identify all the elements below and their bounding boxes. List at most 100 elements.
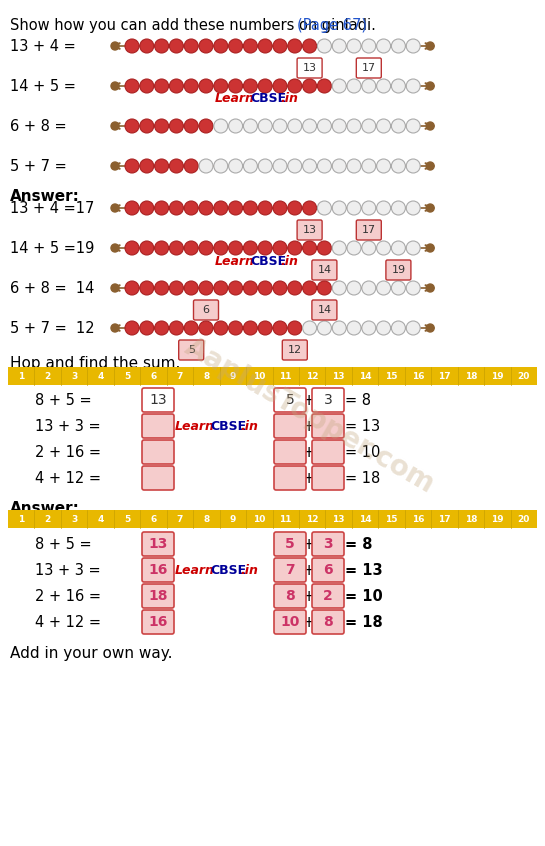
Circle shape	[288, 201, 302, 215]
Circle shape	[258, 159, 272, 173]
FancyBboxPatch shape	[297, 58, 322, 78]
Text: 6: 6	[150, 371, 156, 381]
Circle shape	[317, 79, 331, 93]
Circle shape	[426, 204, 434, 212]
Text: 13: 13	[332, 514, 345, 524]
Circle shape	[155, 159, 168, 173]
FancyBboxPatch shape	[356, 220, 381, 240]
Circle shape	[111, 162, 119, 170]
Text: 8: 8	[285, 589, 295, 603]
Text: 11: 11	[280, 371, 292, 381]
Circle shape	[140, 321, 154, 335]
Circle shape	[199, 241, 213, 255]
Text: 6: 6	[203, 305, 209, 315]
Text: 3: 3	[71, 371, 77, 381]
Circle shape	[332, 119, 346, 133]
Circle shape	[377, 201, 391, 215]
Text: +: +	[303, 444, 315, 459]
Text: = 18: = 18	[345, 470, 380, 486]
Circle shape	[155, 79, 168, 93]
Circle shape	[228, 321, 243, 335]
Circle shape	[111, 284, 119, 292]
Text: 7: 7	[285, 563, 295, 577]
Text: CBSE: CBSE	[250, 255, 286, 267]
Text: 13: 13	[302, 225, 317, 235]
Circle shape	[111, 204, 119, 212]
Text: 6 + 8 =  14: 6 + 8 = 14	[10, 281, 94, 295]
Text: 5: 5	[187, 345, 195, 355]
Text: .in: .in	[280, 91, 298, 105]
Text: = 8: = 8	[345, 536, 372, 552]
Circle shape	[347, 281, 361, 295]
Circle shape	[426, 324, 434, 332]
Text: = 13: = 13	[345, 563, 383, 578]
Circle shape	[199, 39, 213, 53]
Circle shape	[362, 281, 376, 295]
Circle shape	[302, 159, 317, 173]
Text: 14 + 5 =19: 14 + 5 =19	[10, 240, 94, 255]
Circle shape	[406, 39, 420, 53]
Circle shape	[199, 119, 213, 133]
Text: 6: 6	[323, 563, 333, 577]
Circle shape	[391, 321, 405, 335]
FancyBboxPatch shape	[312, 260, 337, 280]
Circle shape	[184, 39, 198, 53]
Text: 6 + 8 =: 6 + 8 =	[10, 118, 66, 134]
Text: 8: 8	[323, 615, 333, 629]
FancyBboxPatch shape	[142, 584, 174, 608]
Circle shape	[273, 201, 287, 215]
Circle shape	[302, 241, 317, 255]
Text: 7: 7	[177, 371, 183, 381]
Text: 13: 13	[302, 63, 317, 73]
Circle shape	[288, 39, 302, 53]
Text: 13 + 4 =: 13 + 4 =	[10, 39, 76, 53]
FancyBboxPatch shape	[8, 367, 537, 385]
Circle shape	[184, 119, 198, 133]
Circle shape	[214, 281, 228, 295]
Text: 17: 17	[438, 371, 451, 381]
Circle shape	[228, 39, 243, 53]
Text: 19: 19	[491, 371, 504, 381]
FancyBboxPatch shape	[274, 440, 306, 464]
Text: 8: 8	[203, 514, 209, 524]
Circle shape	[125, 321, 139, 335]
Text: 12: 12	[306, 514, 318, 524]
FancyBboxPatch shape	[142, 610, 174, 634]
Circle shape	[111, 324, 119, 332]
Text: 8 + 5 =: 8 + 5 =	[35, 393, 92, 408]
Text: +: +	[303, 470, 315, 486]
Text: 13: 13	[148, 537, 168, 551]
Circle shape	[258, 201, 272, 215]
Text: Learn: Learn	[175, 420, 215, 432]
FancyBboxPatch shape	[312, 388, 344, 412]
Circle shape	[347, 201, 361, 215]
Circle shape	[273, 79, 287, 93]
Text: 5: 5	[124, 514, 130, 524]
Text: 5 + 7 =  12: 5 + 7 = 12	[10, 321, 95, 336]
Text: 13: 13	[332, 371, 345, 381]
Text: +: +	[303, 589, 315, 603]
Circle shape	[140, 119, 154, 133]
Text: 14: 14	[317, 265, 331, 275]
Text: 8 + 5 =: 8 + 5 =	[35, 536, 92, 552]
Text: +: +	[303, 563, 315, 578]
Text: 18: 18	[465, 514, 477, 524]
Text: 5: 5	[286, 393, 294, 407]
Circle shape	[214, 159, 228, 173]
Circle shape	[214, 321, 228, 335]
Circle shape	[199, 201, 213, 215]
Circle shape	[288, 119, 302, 133]
Circle shape	[111, 122, 119, 130]
Text: 4: 4	[98, 514, 104, 524]
Circle shape	[406, 201, 420, 215]
Text: 2: 2	[323, 589, 333, 603]
Text: 17: 17	[362, 225, 376, 235]
Circle shape	[377, 79, 391, 93]
Circle shape	[347, 321, 361, 335]
Circle shape	[244, 119, 257, 133]
Text: CBSE: CBSE	[210, 563, 246, 576]
FancyBboxPatch shape	[312, 532, 344, 556]
FancyBboxPatch shape	[142, 532, 174, 556]
Text: 20: 20	[518, 371, 530, 381]
Text: 13 + 4 =17: 13 + 4 =17	[10, 201, 94, 216]
